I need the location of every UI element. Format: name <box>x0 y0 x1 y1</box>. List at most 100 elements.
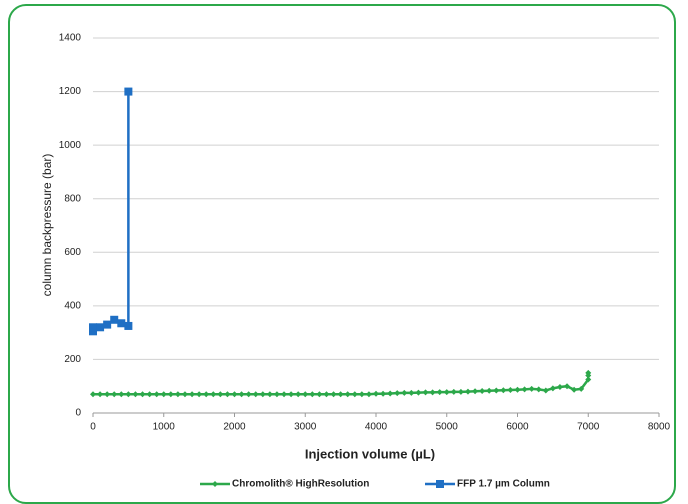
x-tick-label: 8000 <box>648 422 671 433</box>
marker <box>111 391 118 398</box>
marker <box>117 319 126 328</box>
marker <box>124 321 133 330</box>
marker <box>124 87 133 96</box>
marker <box>436 389 443 396</box>
marker <box>493 387 500 394</box>
x-tick-label: 3000 <box>294 422 317 433</box>
marker <box>231 391 238 398</box>
marker <box>344 391 351 398</box>
marker <box>507 386 514 393</box>
marker <box>514 386 521 393</box>
y-tick-label: 1000 <box>59 140 82 151</box>
marker <box>556 384 563 391</box>
marker <box>585 376 592 383</box>
marker <box>585 369 592 376</box>
marker <box>118 391 125 398</box>
marker <box>212 481 218 487</box>
y-tick-label: 600 <box>64 247 81 258</box>
marker <box>521 386 528 393</box>
marker <box>472 388 479 395</box>
y-tick-label: 0 <box>75 408 81 419</box>
x-tick-label: 7000 <box>577 422 600 433</box>
marker <box>316 391 323 398</box>
marker <box>323 391 330 398</box>
marker <box>203 391 210 398</box>
marker <box>571 386 578 393</box>
marker <box>464 388 471 395</box>
marker <box>387 390 394 397</box>
marker <box>103 320 112 329</box>
marker <box>479 388 486 395</box>
marker <box>281 391 288 398</box>
marker <box>266 391 273 398</box>
marker <box>401 389 408 396</box>
marker <box>224 391 231 398</box>
series-line <box>93 372 590 396</box>
x-tick-label: 1000 <box>153 422 176 433</box>
marker <box>210 391 217 398</box>
marker <box>89 327 97 336</box>
marker <box>238 391 245 398</box>
marker <box>273 391 280 398</box>
x-axis-title: Injection volume (µL) <box>305 446 435 461</box>
x-tick-label: 0 <box>90 422 96 433</box>
y-tick-label: 1400 <box>59 33 82 44</box>
marker <box>486 387 493 394</box>
marker <box>217 391 224 398</box>
y-tick-label: 800 <box>64 193 81 204</box>
marker <box>528 385 535 392</box>
marker <box>415 389 422 396</box>
x-tick-label: 6000 <box>506 422 529 433</box>
marker <box>443 389 450 396</box>
marker <box>288 391 295 398</box>
marker <box>181 391 188 398</box>
marker <box>125 391 132 398</box>
marker <box>549 385 556 392</box>
marker <box>97 391 104 398</box>
x-tick-label: 2000 <box>223 422 246 433</box>
marker <box>146 391 153 398</box>
y-tick-label: 400 <box>64 300 81 311</box>
marker <box>500 387 507 394</box>
marker <box>174 391 181 398</box>
y-axis-title: column backpressure (bar) <box>40 154 54 297</box>
marker <box>89 323 97 332</box>
marker <box>365 391 372 398</box>
marker <box>408 389 415 396</box>
legend-label: FFP 1.7 µm Column <box>457 479 550 490</box>
marker <box>160 391 167 398</box>
marker <box>104 391 111 398</box>
y-tick-label: 200 <box>64 354 81 365</box>
marker <box>189 391 196 398</box>
marker <box>90 391 96 398</box>
x-tick-label: 4000 <box>365 422 388 433</box>
series-line <box>91 91 130 332</box>
marker <box>578 385 585 392</box>
marker <box>259 391 266 398</box>
marker <box>450 388 457 395</box>
marker <box>564 383 571 390</box>
marker <box>542 387 549 394</box>
marker <box>422 389 429 396</box>
marker <box>309 391 316 398</box>
marker <box>245 391 252 398</box>
marker <box>139 391 146 398</box>
y-tick-label: 1200 <box>59 86 82 97</box>
marker <box>252 391 259 398</box>
marker <box>535 386 542 393</box>
marker <box>373 390 379 397</box>
marker <box>457 388 464 395</box>
marker <box>429 389 436 396</box>
marker <box>167 391 174 398</box>
marker <box>196 391 203 398</box>
marker <box>394 390 401 397</box>
marker <box>96 323 105 332</box>
marker <box>302 391 309 398</box>
marker <box>436 480 444 488</box>
legend-label: Chromolith® HighResolution <box>232 479 369 490</box>
marker <box>295 391 302 398</box>
marker <box>132 391 139 398</box>
marker <box>110 315 119 324</box>
marker <box>351 391 358 398</box>
